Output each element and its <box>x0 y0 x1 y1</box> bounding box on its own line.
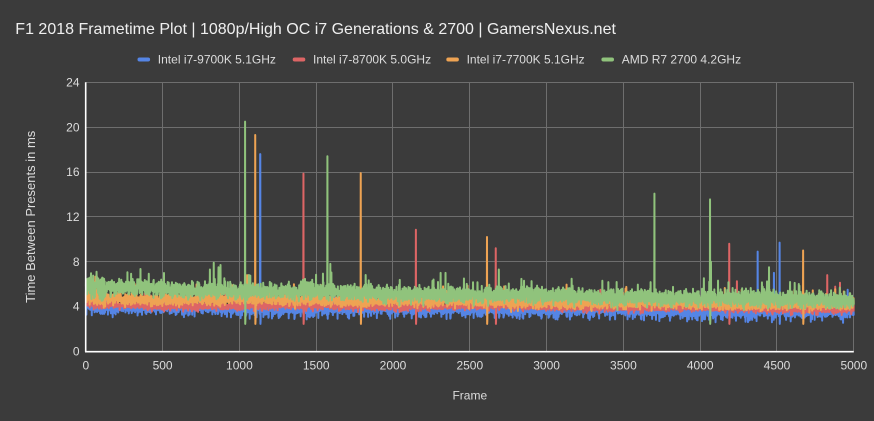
svg-text:2500: 2500 <box>456 359 483 373</box>
svg-text:4: 4 <box>73 300 80 314</box>
svg-text:3000: 3000 <box>533 359 560 373</box>
svg-text:20: 20 <box>66 120 80 134</box>
svg-text:Intel i7-7700K 5.1GHz: Intel i7-7700K 5.1GHz <box>467 53 585 67</box>
svg-text:0: 0 <box>82 359 89 373</box>
svg-text:Time Between Presents in ms: Time Between Presents in ms <box>23 130 38 303</box>
svg-text:3500: 3500 <box>610 359 637 373</box>
svg-text:16: 16 <box>66 165 80 179</box>
svg-text:F1 2018 Frametime Plot | 1080p: F1 2018 Frametime Plot | 1080p/High OC i… <box>15 21 616 38</box>
svg-text:Frame: Frame <box>452 389 487 403</box>
svg-text:2000: 2000 <box>380 359 407 373</box>
svg-text:4500: 4500 <box>764 359 791 373</box>
svg-text:0: 0 <box>73 345 80 359</box>
svg-text:1000: 1000 <box>226 359 253 373</box>
svg-text:8: 8 <box>73 255 80 269</box>
svg-text:1500: 1500 <box>303 359 330 373</box>
svg-text:12: 12 <box>66 210 80 224</box>
svg-text:5000: 5000 <box>840 359 867 373</box>
svg-text:Intel i7-8700K 5.0GHz: Intel i7-8700K 5.0GHz <box>313 53 431 67</box>
svg-text:24: 24 <box>66 76 80 90</box>
svg-text:AMD R7 2700 4.2GHz: AMD R7 2700 4.2GHz <box>622 53 741 67</box>
svg-text:500: 500 <box>153 359 173 373</box>
svg-text:Intel i7-9700K 5.1GHz: Intel i7-9700K 5.1GHz <box>158 53 276 67</box>
svg-text:4000: 4000 <box>687 359 714 373</box>
